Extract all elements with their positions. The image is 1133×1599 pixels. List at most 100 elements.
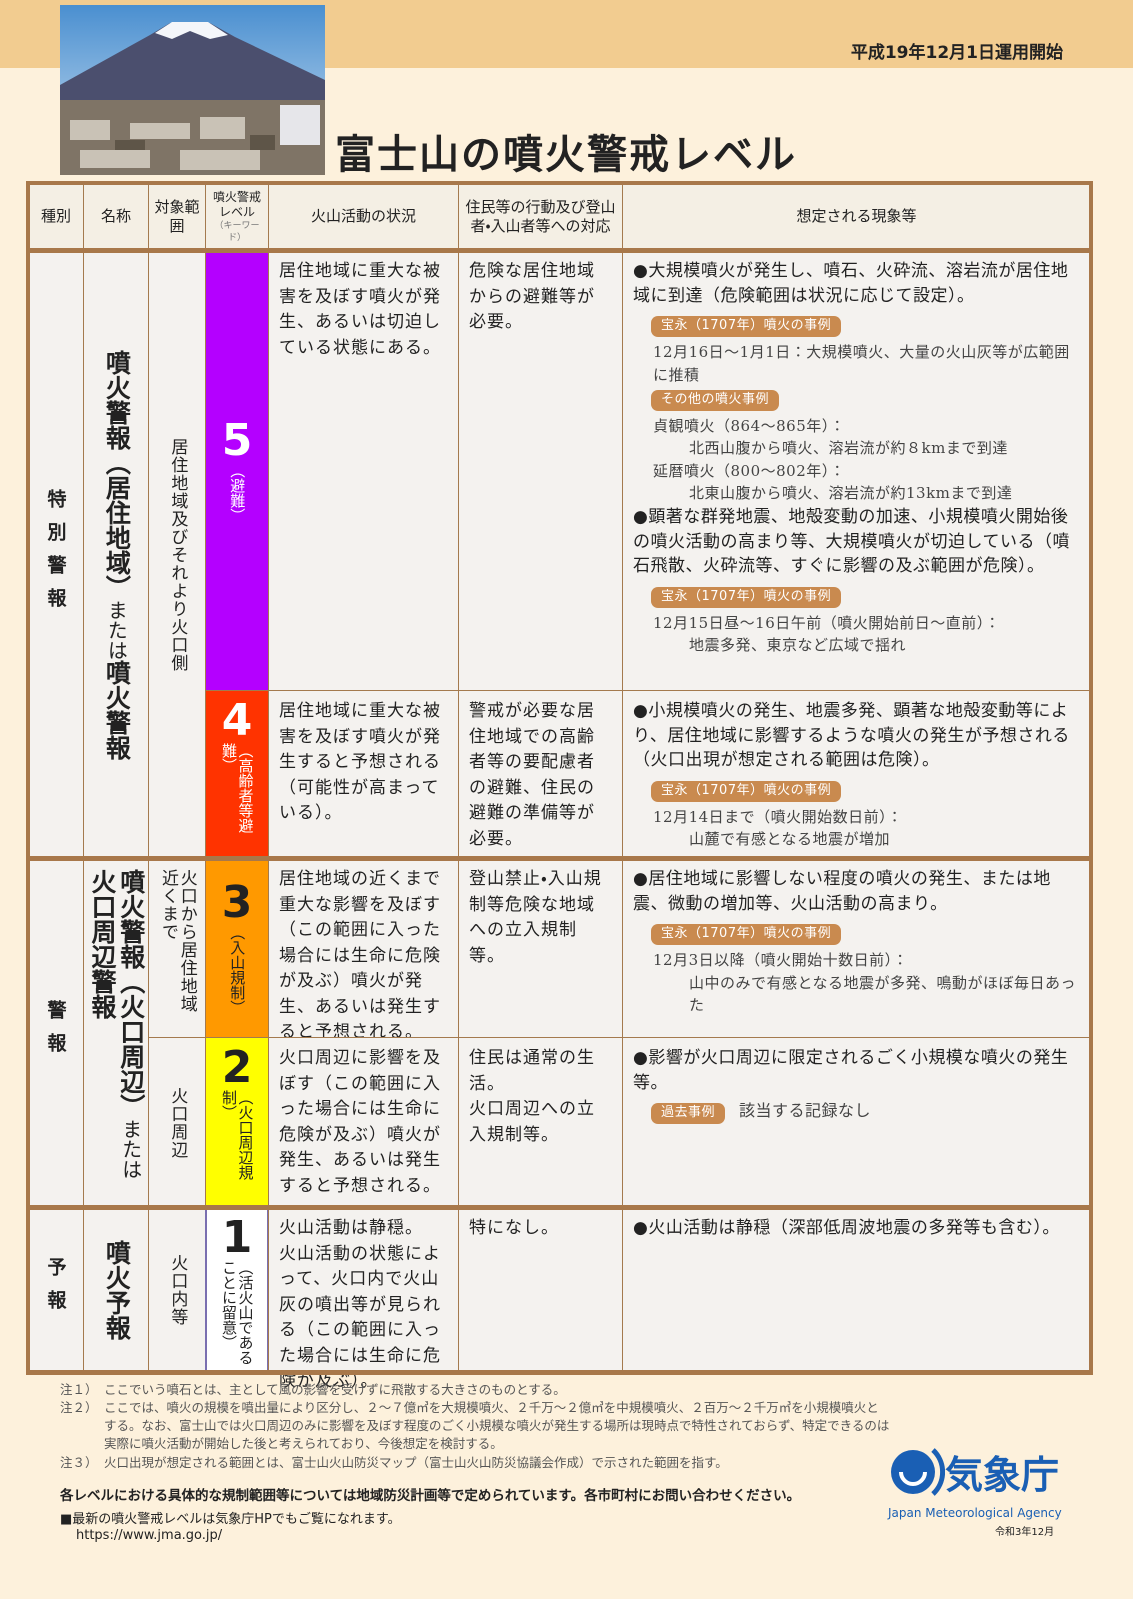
kind: 特別警報 [44,488,67,621]
group-separator [28,1205,1091,1210]
column-header-text: 名称 [100,207,131,226]
phenomenon: ●影響が火口周辺に限定されるごく小規模な噴火の発生等。 [633,1048,1069,1093]
column-header-note: （キーワード） [214,220,260,243]
note-label: 注３） [60,1454,98,1470]
name-part: 噴火警報（火口周辺） [116,868,146,1119]
example-item: 貞観噴火（864～865年）： 北西山腹から噴火、溶岩流が約８kmまで到達 [653,415,1082,460]
note: 注２） ここでは、噴火の規模を噴出量により区分し、２～７億㎥を大規模噴火、２千万～… [60,1399,890,1453]
name-part: 噴火予報 [102,1240,132,1340]
phenomenon: ●小規模噴火の発生、地震多発、顕著な地殻変動等により、居住地域に影響するような噴… [633,701,1070,771]
note: 注１） ここでいう噴石とは、主として風の影響を受けずに飛散する大きさのものとする。 [60,1381,890,1399]
web-note: ■最新の噴火警戒レベルは気象庁HPでもご覧になれます。 [60,1512,401,1527]
column-header: 住民等の行動及び登山者・入山者等への対応 [458,183,623,251]
example-body: 地震多発、東京など広域で揺れ [689,636,907,655]
column-header-text: 火山活動の状況 [310,207,416,226]
example-head: 12月16日～1月1日：大規模噴火、大量の火山灰等が広範囲に推積 [653,343,1070,384]
note-label: 注２） [60,1400,98,1416]
phenomena-cell: ●大規模噴火が発生し、噴石、火砕流、溶岩流が居住地域に到達（危険範囲は状況に応じ… [622,250,1091,691]
level-keyword: （避難） [228,462,247,523]
name-part: 噴火警報（居住地域） [102,349,132,600]
phenomenon: ●顕著な群発地震、地殻変動の加速、小規模噴火開始後の噴火活動の高まり等、大規模噴… [633,506,1070,577]
name-part: 火口周辺警報 [88,868,117,1019]
group-separator [28,856,1091,861]
situation-cell: 居住地域に重大な被害を及ぼす噴火が発生、あるいは切迫している状態にある。 [268,250,459,691]
column-header-text: 想定される現象等 [796,207,917,226]
example: 宝永（1707年）噴火の事例 [633,920,1082,949]
target-cell: 火口内等 [148,1207,206,1373]
example-tag: 宝永（1707年）噴火の事例 [651,316,842,338]
contact: 各レベルにおける具体的な規制範囲等については地域防災計画等で定められています。各… [60,1488,801,1504]
column-header-text: 噴火警戒レベル [212,189,261,220]
example: 宝永（1707年）噴火の事例 [633,777,1082,806]
example-body: 北東山腹から噴火、溶岩流が約13kmまで到達 [689,484,1013,503]
name-cell: 噴火予報 [83,1207,149,1373]
kind: 警報 [44,1000,67,1066]
target-cell: 居住地域及びそれより火口側 [148,250,206,859]
target: 火口内等 [167,1254,188,1326]
name: 噴火警報（火口周辺）または 火口周辺警報 [87,868,146,1198]
action: 警戒が必要な居住地域での高齢者等の要配慮者の避難、住民の避難の準備等が必要。 [469,701,595,849]
level-keyword: （高齢者等避難） [220,742,255,833]
phenomena-cell: ●居住地域に影響しない程度の噴火の発生、または地震、微動の増加等、火山活動の高ま… [622,858,1091,1038]
example-tag: その他の噴火事例 [651,390,780,411]
action-cell: 危険な居住地域からの避難等が必要。 [458,250,623,691]
title: 富士山の噴火警戒レベル [335,132,797,178]
example-head: 12月15日昼～16日午前（噴火開始前日～直前）： [653,613,1001,632]
phenomenon: ●火山活動は静穏（深部低周波地震の多発等も含む）。 [633,1218,1060,1238]
column-header: 火山活動の状況 [268,183,459,251]
example-item: 延暦噴火（800～802年）： 北東山腹から噴火、溶岩流が約13kmまで到達 [653,460,1082,505]
example-head: 12月14日まで（噴火開始数日前）： [653,807,903,826]
example-tag: 宝永（1707年）噴火の事例 [651,586,842,608]
example: その他の噴火事例 [633,386,1082,415]
url[interactable]: https://www.jma.go.jp/ [76,1528,223,1543]
example: 過去事例 該当する記録なし [633,1099,1082,1128]
example-head: 延暦噴火（800～802年）： [653,461,846,480]
level-keyword: （入山規制） [228,925,247,1015]
level-number: 1 [221,1211,253,1263]
example-body: 山中のみで有感となる地震が多発、鳴動がほぼ毎日あった [689,973,1077,1015]
phenomena-cell: ●小規模噴火の発生、地震多発、顕著な地殻変動等により、居住地域に影響するような噴… [622,690,1091,859]
action-cell: 警戒が必要な居住地域での高齢者等の要配慮者の避難、住民の避難の準備等が必要。 [458,690,623,859]
target: 火口から居住地域近くまで [158,868,197,1013]
level-number: 4 [221,694,253,746]
column-header-text: 種別 [40,207,71,226]
photo [60,5,325,175]
example-item: 12月3日以降（噴火開始十数日前）： 山中のみで有感となる地震が多発、鳴動がほぼ毎… [653,949,1082,1017]
example-body: 北西山腹から噴火、溶岩流が約８kmまで到達 [689,439,1008,458]
level-number: 3 [221,877,253,928]
action: 危険な居住地域からの避難等が必要。 [469,261,595,332]
example-tag: 宝永（1707年）噴火の事例 [651,780,842,802]
situation-cell: 火口周辺に影響を及ぼす（この範囲に入った場合には生命に危険が及ぶ）噴火が発生、あ… [268,1037,459,1208]
action: 特になし。 [469,1218,559,1238]
column-header-text: 対象範囲 [154,197,200,236]
level-number: 5 [221,414,253,466]
example: 宝永（1707年）噴火の事例 [633,583,1082,612]
example: 宝永（1707年）噴火の事例 [633,312,1082,341]
situation: 居住地域に重大な被害を及ぼす噴火が発生、あるいは切迫している状態にある。 [279,261,441,358]
example-head: 貞観噴火（864～865年）： [653,416,846,435]
phenomena-cell: ●影響が火口周辺に限定されるごく小規模な噴火の発生等。過去事例 該当する記録なし [622,1037,1091,1208]
date: 平成19年12月1日運用開始 [850,43,1063,63]
level-cell: 5 （避難） [205,250,269,691]
table-frame [26,181,1093,1375]
note-text: 火口出現が想定される範囲とは、富士山火山防災マップ（富士山火山防災協議会作成）で… [104,1454,728,1470]
level-keyword: （火口周辺規制） [220,1089,255,1180]
situation: 居住地域に重大な被害を及ぼす噴火が発生すると予想される（可能性が高まっている）。 [279,701,441,823]
situation: 火口周辺に影響を及ぼす（この範囲に入った場合には生命に危険が及ぶ）噴火が発生、あ… [279,1048,441,1196]
name-cell: 噴火警報（火口周辺）または 火口周辺警報 [83,858,149,1208]
example-item: 12月14日まで（噴火開始数日前）： 山麓で有感となる地震が増加 [653,806,1082,851]
name-cell: 噴火警報（居住地域）または噴火警報 [83,250,149,859]
example-item: 12月15日昼～16日午前（噴火開始前日～直前）： 地震多発、東京など広域で揺れ [653,612,1082,657]
name-part: または [118,1118,143,1179]
note-label: 注１） [60,1382,98,1397]
note-text: ここでは、噴火の規模を噴出量により区分し、２～７億㎥を大規模噴火、２千万～２億㎥… [104,1400,890,1452]
name: 噴火予報 [102,1240,131,1340]
example-tag: 過去事例 [651,1103,726,1125]
note: 注３） 火口出現が想定される範囲とは、富士山火山防災マップ（富士山火山防災協議会作… [60,1454,890,1472]
situation: 火山活動の状態によって、火口内で火山灰の噴出等が見られる（この範囲に入った場合に… [279,1243,441,1392]
notes: 注１） ここでいう噴石とは、主として風の影響を受けずに飛散する大きさのものとする。… [60,1381,890,1472]
level-cell: 1 （活火山であることに留意） [205,1207,269,1373]
phenomena-cell: ●火山活動は静穏（深部低周波地震の多発等も含む）。 [622,1207,1091,1373]
